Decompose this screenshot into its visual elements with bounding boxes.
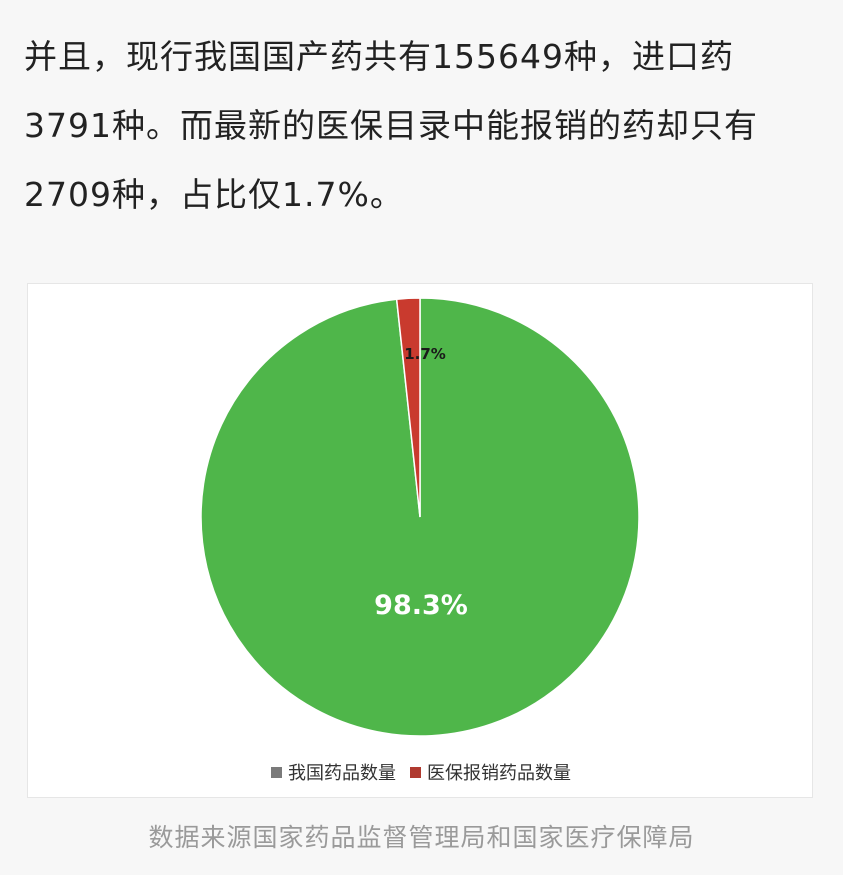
source-caption: 数据来源国家药品监督管理局和国家医疗保障局 bbox=[148, 823, 695, 852]
legend-item-domestic-drugs: 我国药品数量 bbox=[271, 759, 396, 785]
article-line-3: 2709种，占比仅1.7%。 bbox=[24, 175, 404, 214]
article-line-1: 并且，现行我国国产药共有155649种，进口药 bbox=[24, 37, 734, 76]
pie-slices bbox=[200, 297, 640, 737]
legend-item-insurance-drugs: 医保报销药品数量 bbox=[410, 759, 571, 785]
pie-labels: 98.3% 1.7% bbox=[374, 345, 468, 621]
slice-label-insurance-drugs: 1.7% bbox=[404, 345, 446, 363]
chart-legend: 我国药品数量 医保报销药品数量 bbox=[28, 757, 814, 787]
legend-label-domestic-drugs: 我国药品数量 bbox=[288, 763, 396, 784]
article-paragraph: 并且，现行我国国产药共有155649种，进口药 3791种。而最新的医保目录中能… bbox=[24, 22, 824, 229]
legend-label-insurance-drugs: 医保报销药品数量 bbox=[427, 763, 571, 784]
pie-chart: 98.3% 1.7% bbox=[200, 297, 640, 737]
pie-chart-card: 98.3% 1.7% 我国药品数量 医保报销药品数量 bbox=[27, 283, 813, 798]
legend-swatch-domestic-drugs bbox=[271, 766, 282, 778]
article-line-2: 3791种。而最新的医保目录中能报销的药却只有 bbox=[24, 106, 758, 145]
slice-label-domestic-drugs: 98.3% bbox=[374, 590, 468, 621]
pie-slice-1 bbox=[395, 297, 421, 518]
legend-swatch-insurance-drugs bbox=[410, 766, 421, 778]
